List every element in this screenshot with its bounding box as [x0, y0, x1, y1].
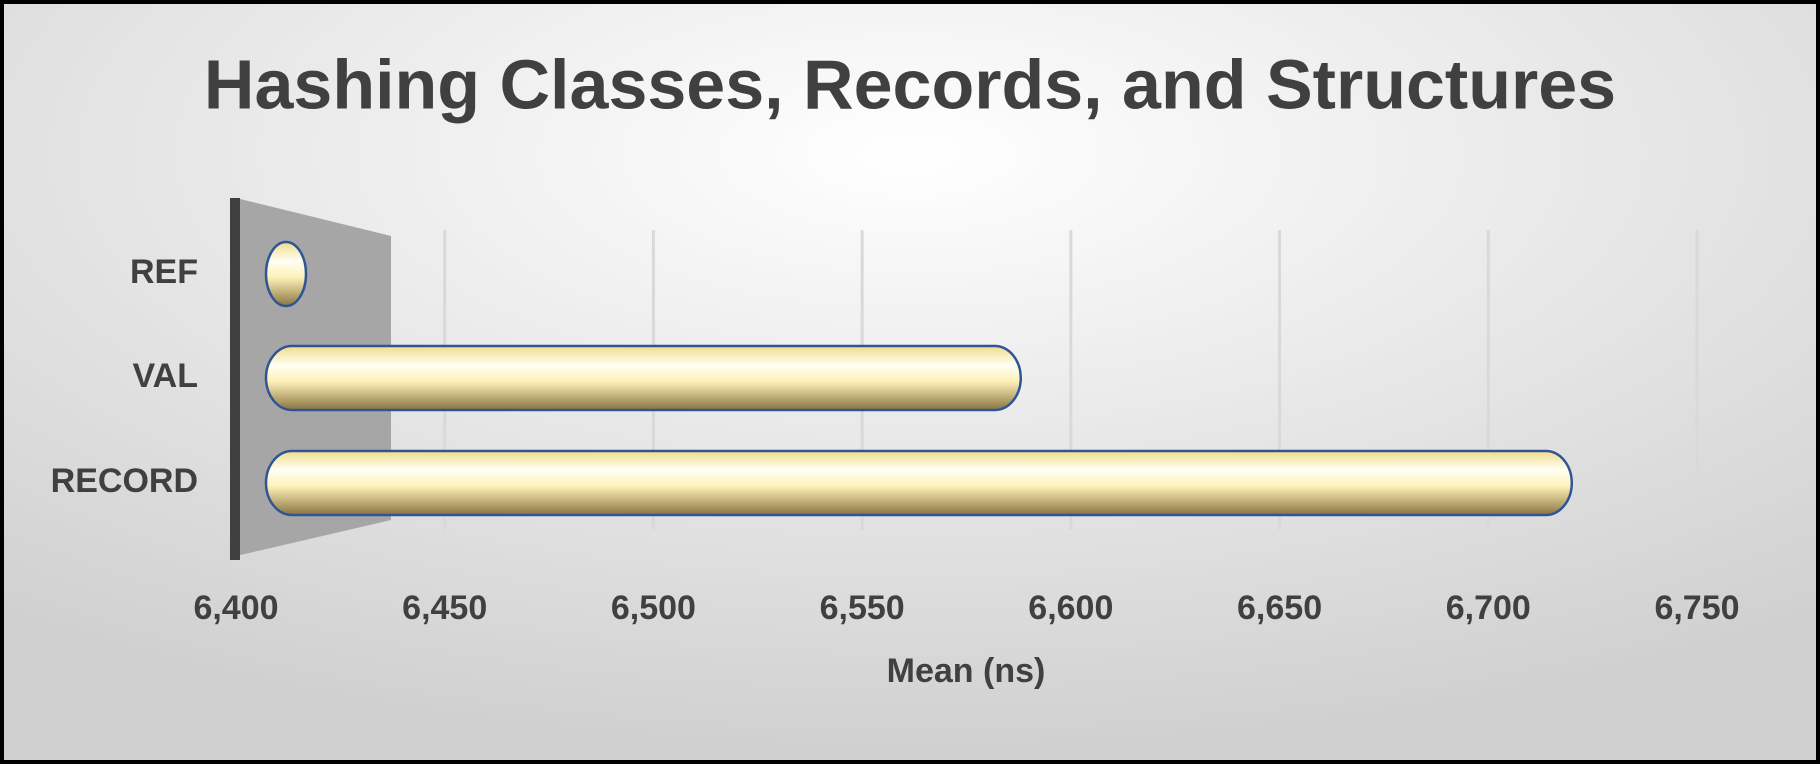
x-tick-label: 6,500	[611, 589, 696, 627]
chart-title: Hashing Classes, Records, and Structures	[204, 45, 1616, 123]
y-tick-label: VAL	[133, 357, 198, 395]
y-tick-label: REF	[130, 253, 198, 291]
x-tick-label: 6,600	[1028, 589, 1113, 627]
x-tick-label: 6,700	[1446, 589, 1531, 627]
x-tick-label: 6,750	[1654, 589, 1739, 627]
x-tick-label: 6,550	[820, 589, 905, 627]
x-tick-label: 6,400	[193, 589, 278, 627]
bar	[264, 449, 1574, 517]
bar	[264, 240, 308, 308]
x-tick-label: 6,650	[1237, 589, 1322, 627]
y-axis-line	[230, 198, 240, 560]
x-axis-label: Mean (ns)	[887, 652, 1046, 690]
x-tick-label: 6,450	[402, 589, 487, 627]
bar	[264, 344, 1023, 412]
y-tick-label: RECORD	[51, 462, 198, 500]
